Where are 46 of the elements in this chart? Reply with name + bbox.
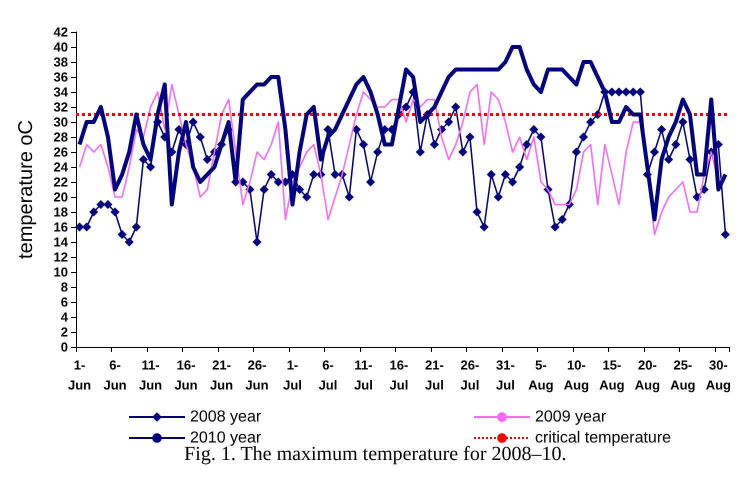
x-tick-label: 11-Jul [354,358,373,392]
y-tick-label: 2 [60,324,68,340]
y-tick-label: 6 [60,294,68,310]
y-tick-label: 32 [54,100,68,114]
y-tick-label: 8 [60,280,68,294]
y-tick-label: 20 [54,190,68,204]
x-tick-label: 11-Jun [138,358,162,392]
legend-label: 2009 year [535,408,607,426]
y-tick-label: 10 [54,264,68,280]
y-tick-label: 16 [54,220,68,234]
x-tick-label: 1-Jul [283,358,302,392]
x-tick-label: 21-Jun [210,358,234,392]
x-tick-label: 21-Jul [425,358,444,392]
x-tick-label: 26-Jun [245,358,269,392]
y-tick-label: 22 [54,174,68,190]
x-tick-label: 6-Jun [103,358,127,392]
y-tick-label: 18 [54,204,68,220]
y-tick-label: 4 [60,310,69,324]
y-tick-label: 12 [54,250,68,264]
x-tick-label: 6-Jul [318,358,338,392]
y-tick-label: 38 [54,54,68,70]
x-tick-label: 20-Aug [634,358,660,392]
legend-label: 2010 year [190,430,262,446]
legend-label: 2008 year [190,408,262,426]
x-tick-label: 25-Aug [670,358,696,392]
y-tick-label: 28 [54,130,68,144]
x-tick-label: 15-Aug [599,358,625,392]
legend-label: critical temperature [535,430,672,446]
x-tick-label: 30-Aug [706,358,732,392]
y-tick-label: 14 [54,234,69,250]
y-tick-label: 36 [54,70,68,84]
x-tick-label: 5-Aug [528,358,554,392]
y-tick-label: 0 [60,340,68,354]
y-tick-label: 42 [54,24,68,40]
x-tick-label: 16-Jun [174,358,198,392]
y-tick-label: 24 [54,160,69,174]
y-tick-label: 26 [54,144,68,160]
y-tick-label: 30 [54,114,68,130]
y-tick-label: 40 [54,40,68,54]
x-tick-label: 16-Jul [390,358,408,392]
x-tick-label: 26-Jul [460,358,480,392]
y-tick-label: 34 [54,84,69,100]
x-tick-label: 10-Aug [564,358,590,392]
x-tick-label: 31-Jul [496,358,515,392]
x-tick-label: 1-Jun [68,358,92,392]
y-axis-title: temperature oC [15,120,37,259]
